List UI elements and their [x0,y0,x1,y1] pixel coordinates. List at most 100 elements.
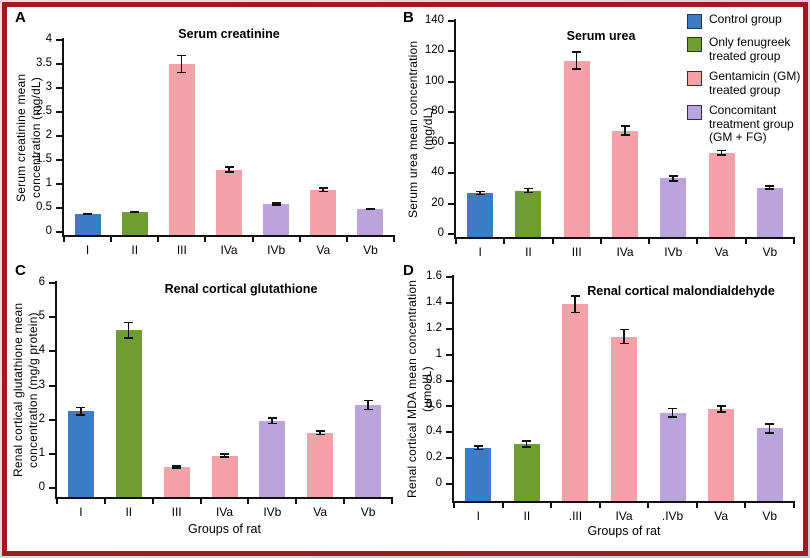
y-axis-line [452,275,454,503]
y-tick [56,159,62,161]
error-bar-Va [319,429,321,436]
x-tick [204,237,207,242]
y-tick [49,418,55,421]
error-cap-top [765,185,775,187]
figure-content: A Serum creatinine Serum creatinine mean… [7,7,803,551]
legend-label: Concomitant treatment group (GM + FG) [709,103,794,145]
x-tick [391,499,393,504]
bar-II [515,190,542,237]
bar-Vb [756,187,783,237]
panel-letter-a: A [15,9,26,26]
chart-plot-c: 0 1 2 3 4 5 6 I II III IVa IVb Va Vb [7,262,399,551]
y-tick-label: 2.5 [36,105,52,117]
error-bar-IVa [228,166,230,173]
x-axis-line [55,497,393,499]
legend-swatch-control-group [687,14,702,29]
error-cap-bottom [570,311,580,314]
legend: Control group Only fenugreek treated gro… [687,12,805,145]
error-bar-IVb [271,417,273,425]
y-tick-label: 1 [435,347,442,360]
error-cap-bottom [475,193,485,196]
x-tick [598,503,601,508]
error-cap-bottom [76,413,86,416]
error-cap-bottom [716,411,726,413]
x-tick [647,503,650,508]
error-cap-top [315,429,325,432]
error-cap-bottom [473,448,483,451]
error-cap-bottom [717,154,727,156]
error-cap-bottom [124,337,134,339]
x-category-label: Vb [363,243,378,257]
x-tick [744,239,747,244]
error-cap-bottom [668,416,678,418]
x-category-label: I [79,505,83,519]
y-tick-label: 60 [431,135,444,148]
error-cap-bottom [522,446,532,448]
y-tick-label: 120 [424,44,444,57]
y-tick-label: 0.4 [426,425,442,438]
bar-I [74,214,101,235]
error-cap-top [363,399,373,402]
y-tick [446,276,452,278]
bar-III [163,466,190,497]
x-axis-label-d: Groups of rat [587,524,661,538]
bar-Vb [357,208,384,235]
x-category-label: IVb [263,505,282,519]
error-bar-IVa [623,328,625,345]
error-cap-top [765,423,775,425]
y-tick [448,172,454,175]
x-category-label: I [85,243,90,257]
x-category-label: Va [714,509,729,523]
x-tick [345,237,348,242]
x-category-label: Va [313,505,328,519]
x-category-label: Vb [762,245,778,259]
y-tick-label: 0 [435,477,442,489]
error-cap-bottom [765,431,775,434]
y-tick-label: 1 [45,177,52,189]
y-tick-label: 0 [45,225,52,237]
y-tick-label: 1.6 [426,270,442,282]
y-tick [49,350,55,353]
y-tick [49,282,55,284]
bar-II [513,443,540,501]
error-cap-bottom [619,342,629,345]
bar-Vb [756,428,783,501]
error-cap-bottom [363,408,373,411]
x-category-label: IVb [267,243,286,257]
x-tick [793,239,795,244]
y-tick [446,457,452,460]
y-tick-label: 0.8 [426,373,442,386]
error-cap-top [220,453,229,456]
error-cap-bottom [177,71,187,74]
error-cap-bottom [620,134,630,136]
bar-Va [708,408,735,501]
y-tick [56,135,62,137]
x-axis-label-c: Groups of rat [188,522,261,536]
x-tick [551,239,554,244]
error-cap-bottom [668,179,678,182]
y-tick-label: 80 [431,105,444,118]
x-axis-line [454,237,795,239]
y-tick [448,202,454,205]
y-tick [56,63,62,65]
error-cap-bottom [572,68,582,70]
bar-.III [562,304,589,501]
y-tick-label: 6 [38,276,45,288]
y-tick [448,141,454,144]
error-bar-Va [322,187,324,193]
x-axis-line [62,235,395,237]
error-cap-top [224,166,234,168]
y-tick [448,20,454,22]
x-tick [550,503,553,508]
error-cap-bottom [172,466,182,469]
chart-title-b: Serum urea [566,29,636,43]
error-cap-top [473,445,483,447]
error-bar-III [175,465,178,469]
x-category-label: Vb [360,505,376,519]
x-tick [599,239,602,244]
error-cap-bottom [224,171,234,173]
chart-title-d: Renal cortical malondialdehyde [587,284,775,298]
x-category-label: I [476,509,480,523]
